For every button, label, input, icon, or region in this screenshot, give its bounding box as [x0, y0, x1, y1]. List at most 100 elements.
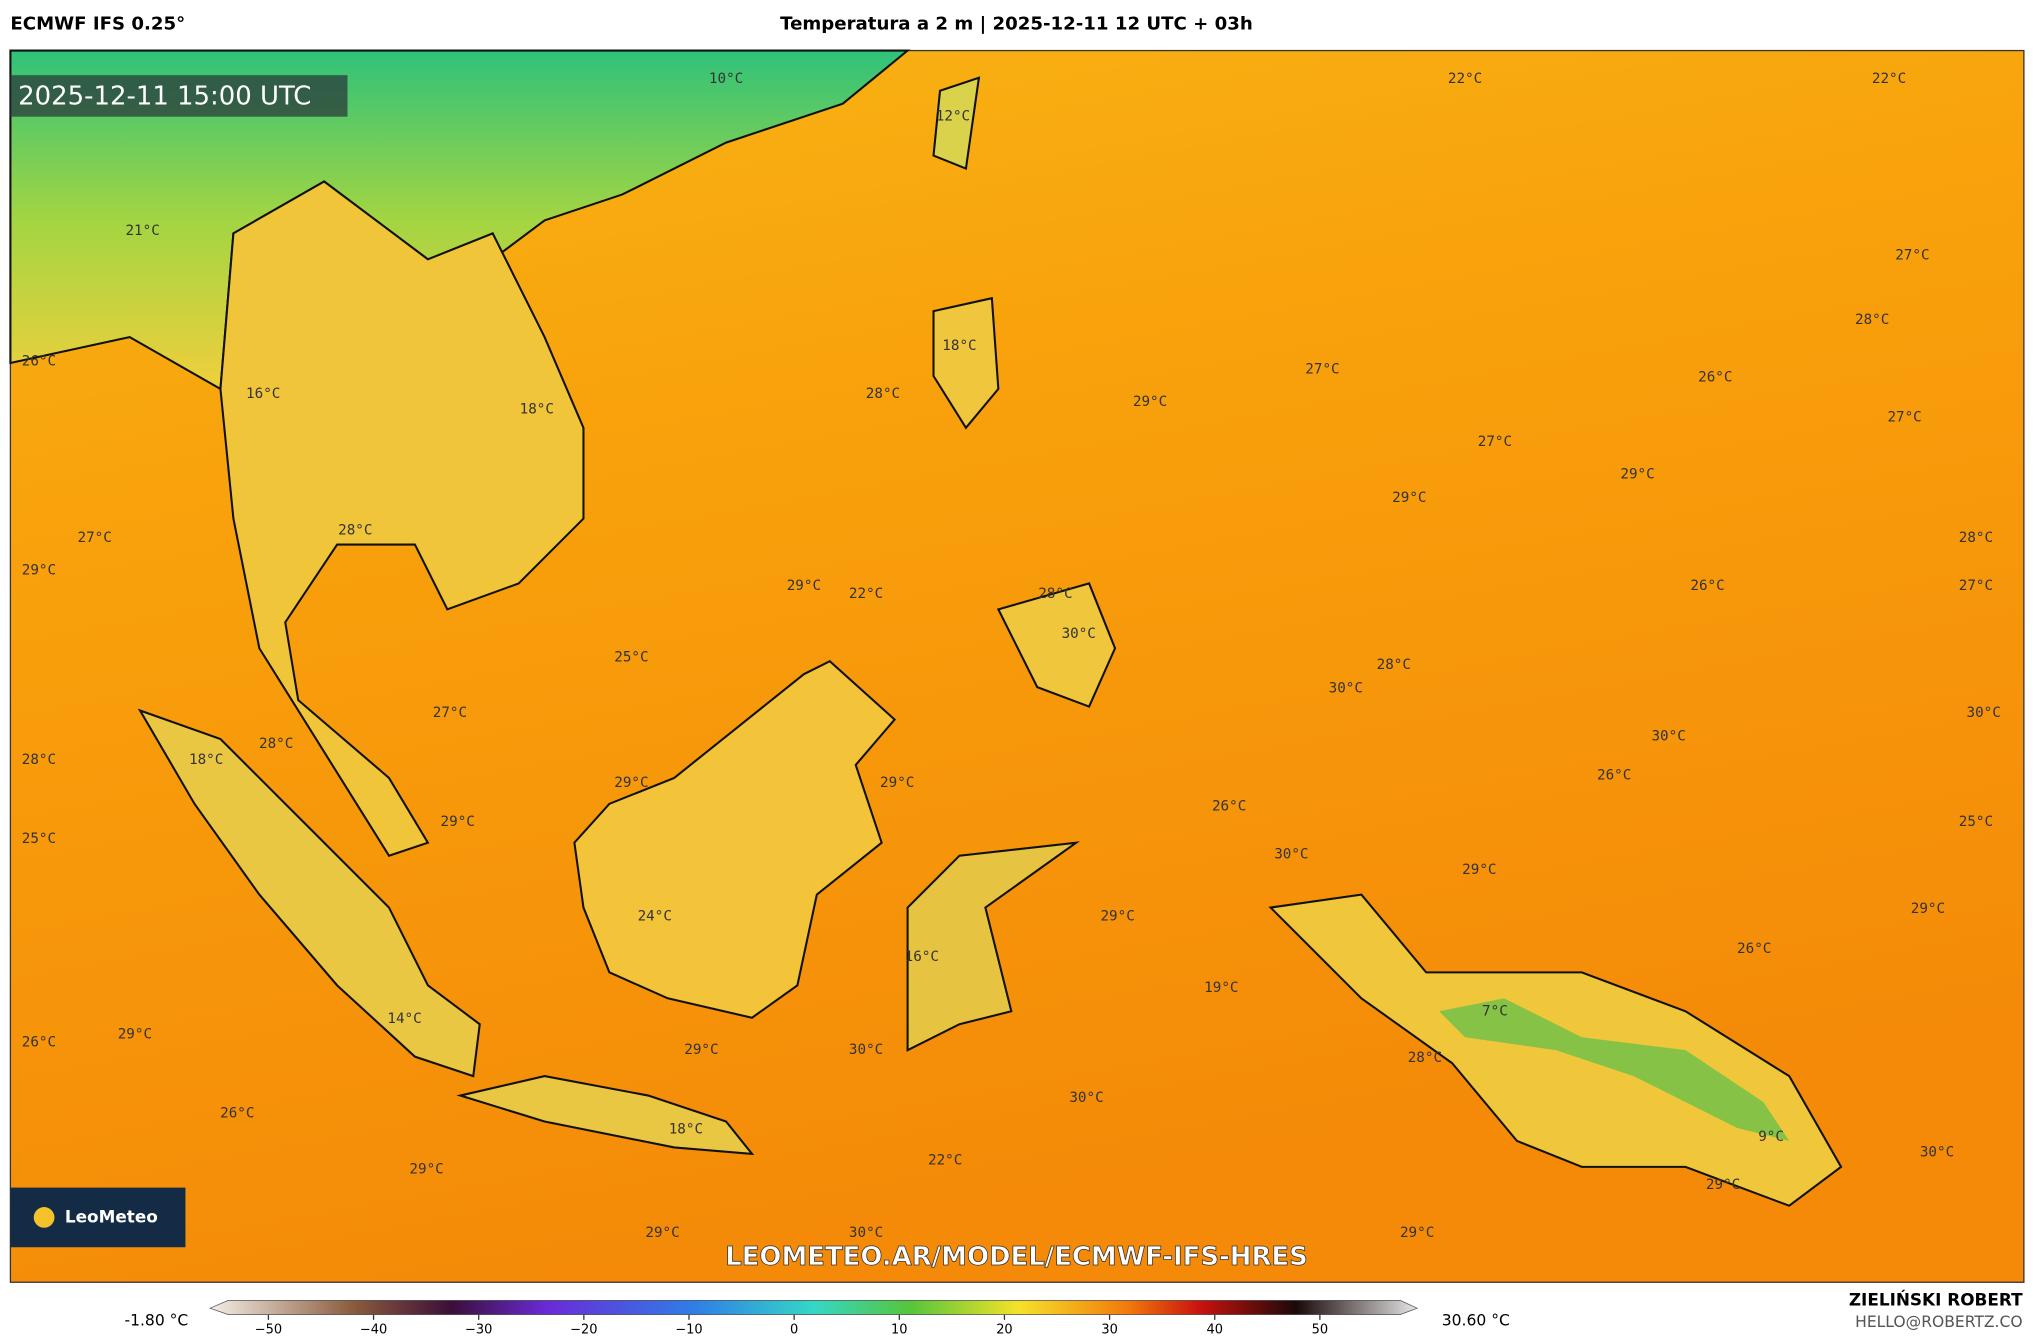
temp-label: 30°C	[1062, 626, 1096, 642]
temp-label: 28°C	[866, 386, 900, 402]
temp-label: 29°C	[1400, 1225, 1434, 1241]
temp-label: 27°C	[1895, 247, 1929, 263]
temp-label: 30°C	[849, 1042, 883, 1058]
temp-label: 27°C	[1959, 578, 1993, 594]
temp-label: 10°C	[709, 71, 743, 87]
temp-label: 19°C	[1204, 980, 1238, 996]
colorbar-max: 30.60 °C	[1442, 1312, 1510, 1330]
colorbar-tick-label: 0	[790, 1323, 798, 1338]
temp-label: 7°C	[1482, 1003, 1508, 1019]
taiwan	[932, 76, 981, 170]
sulawesi	[906, 841, 1080, 1052]
philippines	[932, 296, 1117, 708]
java	[456, 1075, 755, 1156]
temp-label: 24°C	[638, 909, 672, 925]
colorbar-tick-label: 50	[1312, 1323, 1328, 1338]
temp-label: 22°C	[1448, 71, 1482, 87]
email: HELLO@ROBERTZ.CO	[1855, 1313, 2022, 1331]
temp-label: 29°C	[787, 578, 821, 594]
model-name: ECMWF IFS 0.25°	[10, 14, 185, 35]
temp-label: 29°C	[1133, 394, 1167, 410]
map: 10°C 22°C 22°C 12°C 21°C 27°C 28°C 18°C 26°C 27°C…	[9, 49, 2025, 1283]
temp-label: 18°C	[520, 402, 554, 418]
temp-label: 28°C	[1038, 586, 1072, 602]
temp-label: 12°C	[936, 109, 970, 125]
temp-label: 28°C	[1959, 530, 1993, 546]
temp-label: 18°C	[942, 338, 976, 354]
temp-label: 9°C	[1758, 1129, 1784, 1145]
temp-label: 21°C	[125, 223, 159, 239]
temp-label: 29°C	[684, 1042, 718, 1058]
colorbar-tick-label: 10	[891, 1323, 907, 1338]
temp-label: 25°C	[614, 649, 648, 665]
temp-label: 16°C	[905, 949, 939, 965]
colorbar-tick-label: −50	[255, 1323, 282, 1338]
temp-label: 29°C	[1706, 1177, 1740, 1193]
sumatra	[137, 708, 481, 1078]
temp-label: 26°C	[1212, 798, 1246, 814]
map-title: Temperatura a 2 m | 2025-12-11 12 UTC + …	[780, 14, 1253, 35]
temp-label: 27°C	[1305, 362, 1339, 378]
temp-label: 27°C	[1478, 434, 1512, 450]
temp-label: 27°C	[1887, 409, 1921, 425]
temp-label: 29°C	[441, 814, 475, 830]
logo-sun	[33, 1207, 55, 1228]
colorbar-tick-label: 20	[996, 1323, 1012, 1338]
colorbar	[209, 1300, 1419, 1316]
temp-label: 26°C	[22, 1034, 56, 1050]
temp-label: 25°C	[1959, 814, 1993, 830]
watermark: LEOMETEO.AR/MODEL/ECMWF-IFS-HRES	[725, 1242, 1308, 1272]
temp-label: 30°C	[1329, 680, 1363, 696]
temp-label: 30°C	[1069, 1090, 1103, 1106]
colorbar-min: -1.80 °C	[125, 1312, 189, 1330]
temp-label: 29°C	[880, 775, 914, 791]
author: ZIELIŃSKI ROBERT	[1849, 1288, 2023, 1309]
temp-label: 26°C	[1690, 578, 1724, 594]
temp-label: 26°C	[1737, 941, 1771, 957]
temp-label: 26°C	[22, 354, 56, 370]
temp-label: 27°C	[433, 705, 467, 721]
temp-label: 16°C	[246, 386, 280, 402]
temp-label: 22°C	[928, 1152, 962, 1168]
temp-label: 28°C	[1408, 1050, 1442, 1066]
temp-label: 14°C	[387, 1011, 421, 1027]
highlands	[1439, 998, 1790, 1141]
temp-label: 29°C	[409, 1161, 443, 1177]
temp-label: 22°C	[1872, 71, 1906, 87]
temp-label: 29°C	[1620, 467, 1654, 483]
temp-label: 22°C	[849, 586, 883, 602]
colorbar-tick-label: −40	[360, 1323, 387, 1338]
temp-label: 18°C	[669, 1121, 703, 1137]
temp-label: 28°C	[338, 522, 372, 538]
temp-label: 29°C	[22, 562, 56, 578]
temp-label: 30°C	[1651, 728, 1685, 744]
temp-label: 30°C	[1274, 846, 1308, 862]
temp-label: 29°C	[1462, 862, 1496, 878]
temp-label: 29°C	[1100, 909, 1134, 925]
temp-label: 29°C	[118, 1027, 152, 1043]
timestamp: 2025-12-11 15:00 UTC	[18, 82, 311, 112]
temp-label: 18°C	[189, 752, 223, 768]
borneo	[573, 659, 897, 1019]
temp-label: 26°C	[1597, 767, 1631, 783]
indochina	[219, 180, 585, 857]
temp-label: 28°C	[1855, 312, 1889, 328]
colorbar-tick-label: −10	[675, 1323, 702, 1338]
temp-label: 29°C	[1911, 901, 1945, 917]
temp-label: 25°C	[22, 831, 56, 847]
temp-label: 29°C	[645, 1225, 679, 1241]
temp-label: 30°C	[1967, 705, 2001, 721]
temp-label: 30°C	[1920, 1145, 1954, 1161]
temp-label: 28°C	[259, 736, 293, 752]
colorbar-tick-label: −20	[570, 1323, 597, 1338]
colorbar-tick-label: 40	[1206, 1323, 1222, 1338]
temp-label: 26°C	[1698, 369, 1732, 385]
temp-label: 30°C	[849, 1225, 883, 1241]
colorbar-tick-label: 30	[1101, 1323, 1117, 1338]
timestamp-box	[10, 75, 348, 117]
temp-label: 28°C	[22, 752, 56, 768]
colorbar-tick-label: −30	[465, 1323, 492, 1338]
temp-label: 29°C	[1392, 490, 1426, 506]
temp-label: 29°C	[614, 775, 648, 791]
